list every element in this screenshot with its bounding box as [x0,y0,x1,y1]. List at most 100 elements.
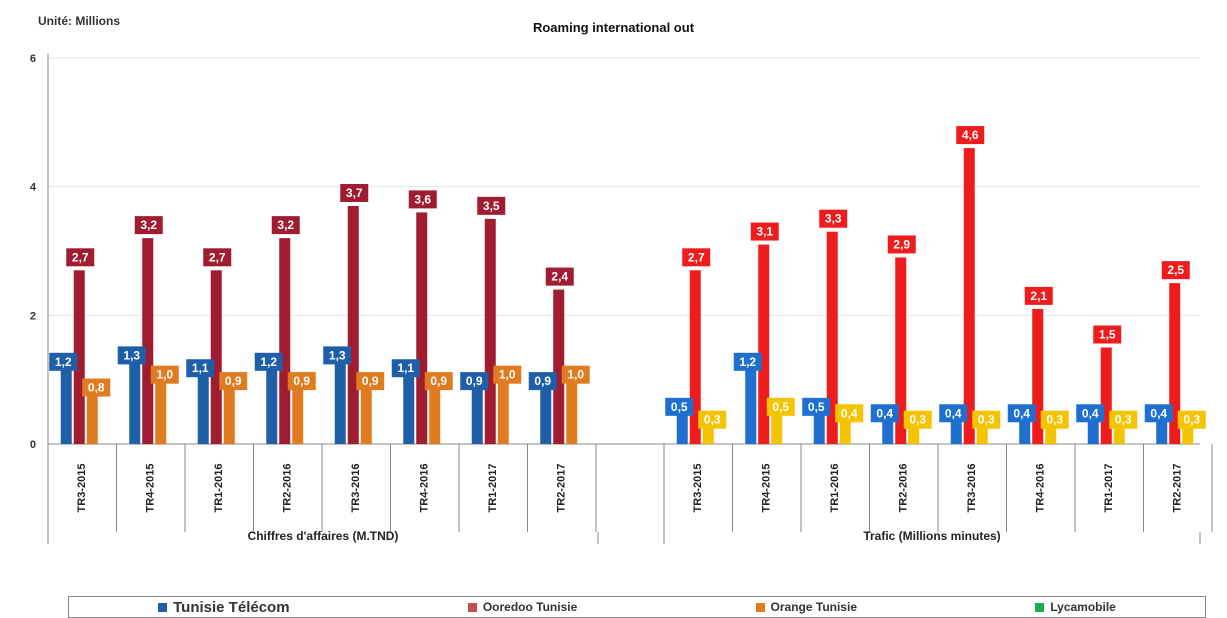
data-label-box [493,365,522,384]
bar [266,366,278,444]
bar [86,392,98,444]
data-label-box [682,248,711,267]
data-label: 0,4 [945,406,962,420]
data-label: 2,5 [1167,263,1184,277]
x-tick-label: TR3-2016 [350,464,362,513]
data-label-box [424,372,453,391]
data-label-box [186,359,215,378]
bar [292,386,304,444]
data-label-box [802,397,831,416]
data-label-box [254,352,283,371]
bar [1087,418,1099,444]
data-label-box [835,404,864,423]
legend-item: Lycamobile [1035,600,1116,614]
data-label: 0,4 [1150,406,1167,420]
bar [882,418,894,444]
data-label: 0,3 [978,413,995,427]
bar [60,366,72,444]
bar [1100,347,1112,444]
data-label-box [972,410,1001,429]
bar [484,218,496,444]
data-label-box [287,372,316,391]
data-label: 1,0 [499,368,516,382]
legend-item: Orange Tunisie [755,600,857,614]
x-tick-label: TR4-2015 [145,464,157,513]
data-label-box [870,404,899,423]
x-tick-label: TR4-2015 [761,464,773,513]
bar [223,386,235,444]
legend-item: Ooredoo Tunisie [467,600,577,614]
data-label: 1,2 [260,355,277,369]
y-tick-label: 6 [30,53,36,65]
data-label: 2,7 [688,250,705,264]
data-label: 4,6 [962,128,979,142]
data-label-box [1144,404,1173,423]
data-label-box [391,359,420,378]
data-label: 0,9 [225,374,242,388]
data-label: 0,5 [772,400,789,414]
data-label-box [665,397,694,416]
bar [142,238,154,444]
bar [347,205,359,444]
bar [553,289,565,444]
chart-title: Roaming international out [532,20,695,35]
data-label: 0,3 [1046,413,1063,427]
bar [702,424,714,444]
data-label: 3,2 [140,218,157,232]
y-tick-label: 4 [30,182,37,194]
bar [1182,424,1194,444]
data-label-box [1109,410,1138,429]
data-label: 2,7 [209,250,226,264]
bar [813,411,825,444]
data-label-box [66,248,95,267]
data-label: 3,1 [756,225,773,239]
bar [279,238,291,444]
data-label-box [939,404,968,423]
bar [360,386,372,444]
data-label-box [408,190,437,209]
data-label: 0,9 [430,374,447,388]
legend-swatch [1035,602,1045,612]
data-label: 3,7 [346,186,363,200]
data-label-box [150,365,179,384]
bar [1169,283,1181,444]
legend-swatch [467,602,477,612]
bar [334,360,346,444]
data-label: 0,3 [909,413,926,427]
y-tick-label: 0 [30,439,36,451]
bar [758,244,770,444]
legend-label: Lycamobile [1050,600,1116,614]
data-label-box [1161,261,1190,280]
bar [963,148,975,445]
data-label-box [1093,325,1122,344]
data-label-box [887,235,916,254]
data-label: 1,3 [123,348,140,362]
bar [403,373,415,444]
data-label: 0,5 [671,400,688,414]
bar [1045,424,1057,444]
data-label: 1,0 [156,368,173,382]
data-label: 0,4 [841,406,858,420]
data-label: 0,8 [88,381,105,395]
data-label: 2,7 [72,250,89,264]
x-tick-label: TR2-2016 [282,464,294,513]
data-label: 3,5 [483,199,500,213]
bar [73,270,85,444]
data-label-box [49,352,78,371]
bar [497,379,509,444]
data-label: 0,9 [362,374,379,388]
data-label-box [1076,404,1105,423]
data-label: 0,4 [1082,406,1099,420]
data-label: 0,5 [808,400,825,414]
legend-label: Tunisie Télécom [173,598,290,616]
data-label-box [733,352,762,371]
data-label-box [477,196,506,215]
data-label: 0,3 [1115,413,1132,427]
data-label: 1,1 [397,361,414,375]
y-tick-label: 2 [30,310,36,322]
data-label: 3,6 [414,192,431,206]
x-tick-label: TR3-2015 [692,464,704,513]
data-label-box [219,372,248,391]
bar [429,386,441,444]
data-label-box [340,183,369,202]
